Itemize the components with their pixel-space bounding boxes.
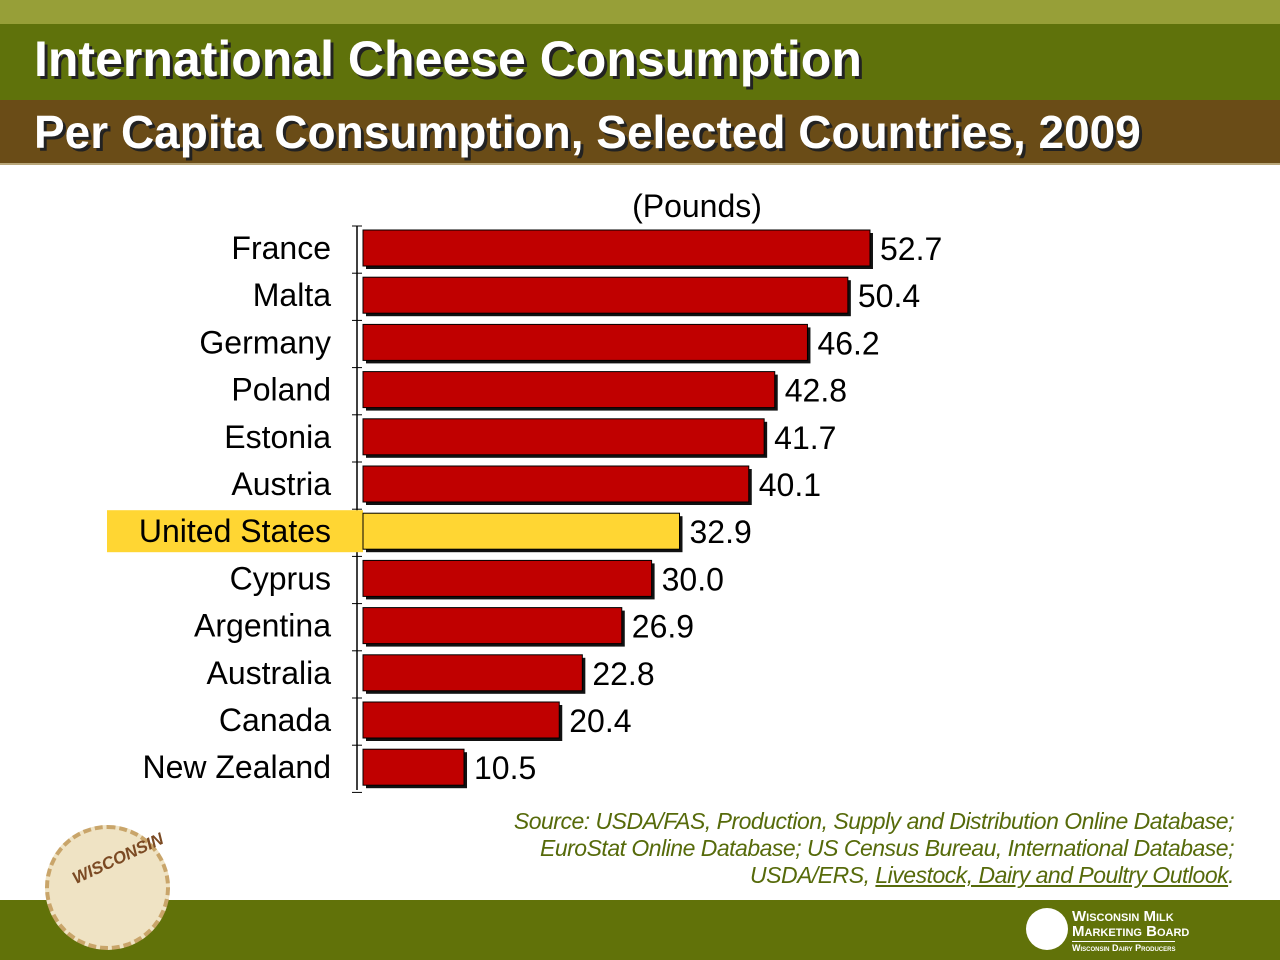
bar-france	[362, 229, 871, 267]
bar-germany	[362, 323, 808, 361]
data-label: 50.4	[858, 278, 920, 314]
data-label: 46.2	[817, 325, 879, 361]
bar-estonia	[362, 418, 765, 456]
category-label: United States	[139, 513, 331, 549]
source-line-3: USDA/ERS,	[750, 862, 876, 888]
category-label: Malta	[253, 277, 331, 313]
bar-austria	[362, 465, 750, 503]
page-subtitle: Per Capita Consumption, Selected Countri…	[34, 106, 1141, 158]
category-label: Canada	[219, 702, 331, 738]
highlight-label-background	[107, 510, 363, 553]
bar-canada	[362, 701, 560, 739]
data-label: 52.7	[880, 231, 942, 267]
category-label: Austria	[231, 466, 331, 502]
data-label: 20.4	[569, 703, 631, 739]
source-publication-title: Livestock, Dairy and Poultry Outlook	[875, 862, 1229, 888]
data-label: 30.0	[662, 561, 724, 597]
logo-line-1: Wisconsin Milk	[1072, 908, 1174, 925]
bar-united-states	[362, 512, 680, 550]
data-label: 10.5	[474, 750, 536, 786]
bar-australia	[362, 654, 583, 692]
data-label: 41.7	[774, 420, 836, 456]
bar-malta	[362, 276, 849, 314]
category-label: Argentina	[194, 608, 331, 644]
category-label: France	[231, 230, 331, 266]
header-top-band	[0, 0, 1280, 24]
bar-argentina	[362, 607, 623, 645]
data-label: 40.1	[759, 467, 821, 503]
title-band	[0, 24, 1280, 100]
category-label: Poland	[231, 372, 331, 408]
data-label: 42.8	[785, 373, 847, 409]
page-title: International Cheese Consumption	[34, 31, 862, 87]
category-label: Germany	[199, 324, 331, 360]
subtitle-band	[0, 100, 1280, 165]
source-note: Source: USDA/FAS, Production, Supply and…	[513, 808, 1235, 889]
logo-line-2: Marketing Board	[1072, 923, 1190, 940]
wisconsin-milk-marketing-board-logo: Wisconsin Milk Marketing Board Wisconsin…	[1020, 906, 1260, 956]
data-label: 22.8	[592, 656, 654, 692]
bar-poland	[362, 371, 776, 409]
wisconsin-cheese-seal-logo: WISCONSIN	[45, 825, 170, 950]
category-label: Estonia	[224, 419, 331, 455]
category-label: New Zealand	[142, 749, 331, 785]
data-label: 26.9	[632, 609, 694, 645]
unit-label: (Pounds)	[632, 188, 762, 224]
source-line-1: Source: USDA/FAS, Production, Supply and…	[513, 808, 1235, 834]
category-label: Australia	[207, 655, 332, 691]
wisconsin-state-icon	[1026, 908, 1068, 950]
data-label: 32.9	[689, 514, 751, 550]
bar-cyprus	[362, 559, 653, 597]
source-line-2: EuroStat Online Database; US Census Bure…	[540, 835, 1235, 861]
logo-line-3: Wisconsin Dairy Producers	[1072, 941, 1176, 953]
source-period: .	[1228, 862, 1234, 888]
bar-new-zealand	[362, 748, 465, 786]
category-label: Cyprus	[230, 560, 331, 596]
